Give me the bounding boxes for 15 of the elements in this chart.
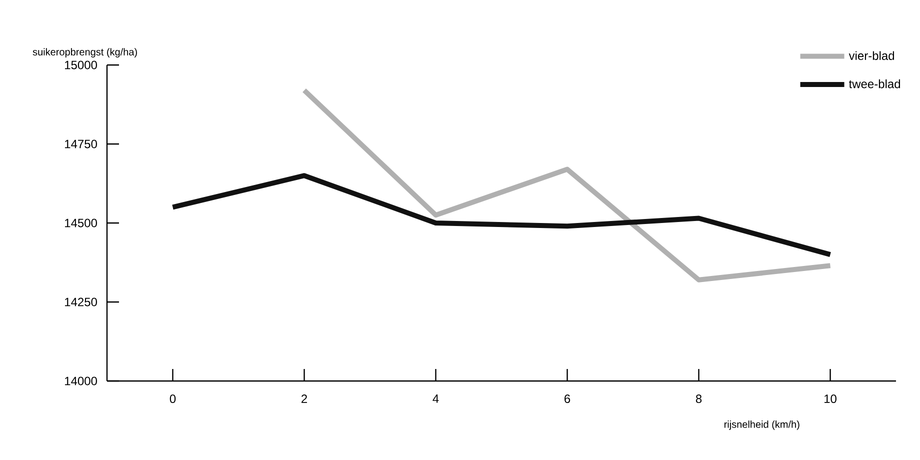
y-tick-label: 15000 — [65, 60, 97, 70]
y-tick-label: 14500 — [65, 218, 97, 228]
x-tick-label: 4 — [432, 394, 439, 403]
x-tick-label: 6 — [564, 394, 570, 404]
y-axis-title: suikeropbrengst (kg/ha) — [32, 48, 137, 58]
x-tick-label: 8 — [696, 394, 702, 404]
x-tick-label: 0 — [170, 394, 176, 404]
legend-label: vier-blad — [848, 51, 894, 60]
x-tick-label: 2 — [302, 394, 307, 403]
legend-label: twee-blad — [848, 79, 900, 88]
y-tick-label: 14000 — [65, 376, 97, 386]
x-tick-label: 10 — [824, 394, 836, 404]
y-tick-label: 14750 — [65, 140, 97, 148]
x-axis-title: rijsnelheid (km/h) — [724, 420, 800, 430]
y-tick-label: 14250 — [65, 298, 97, 306]
